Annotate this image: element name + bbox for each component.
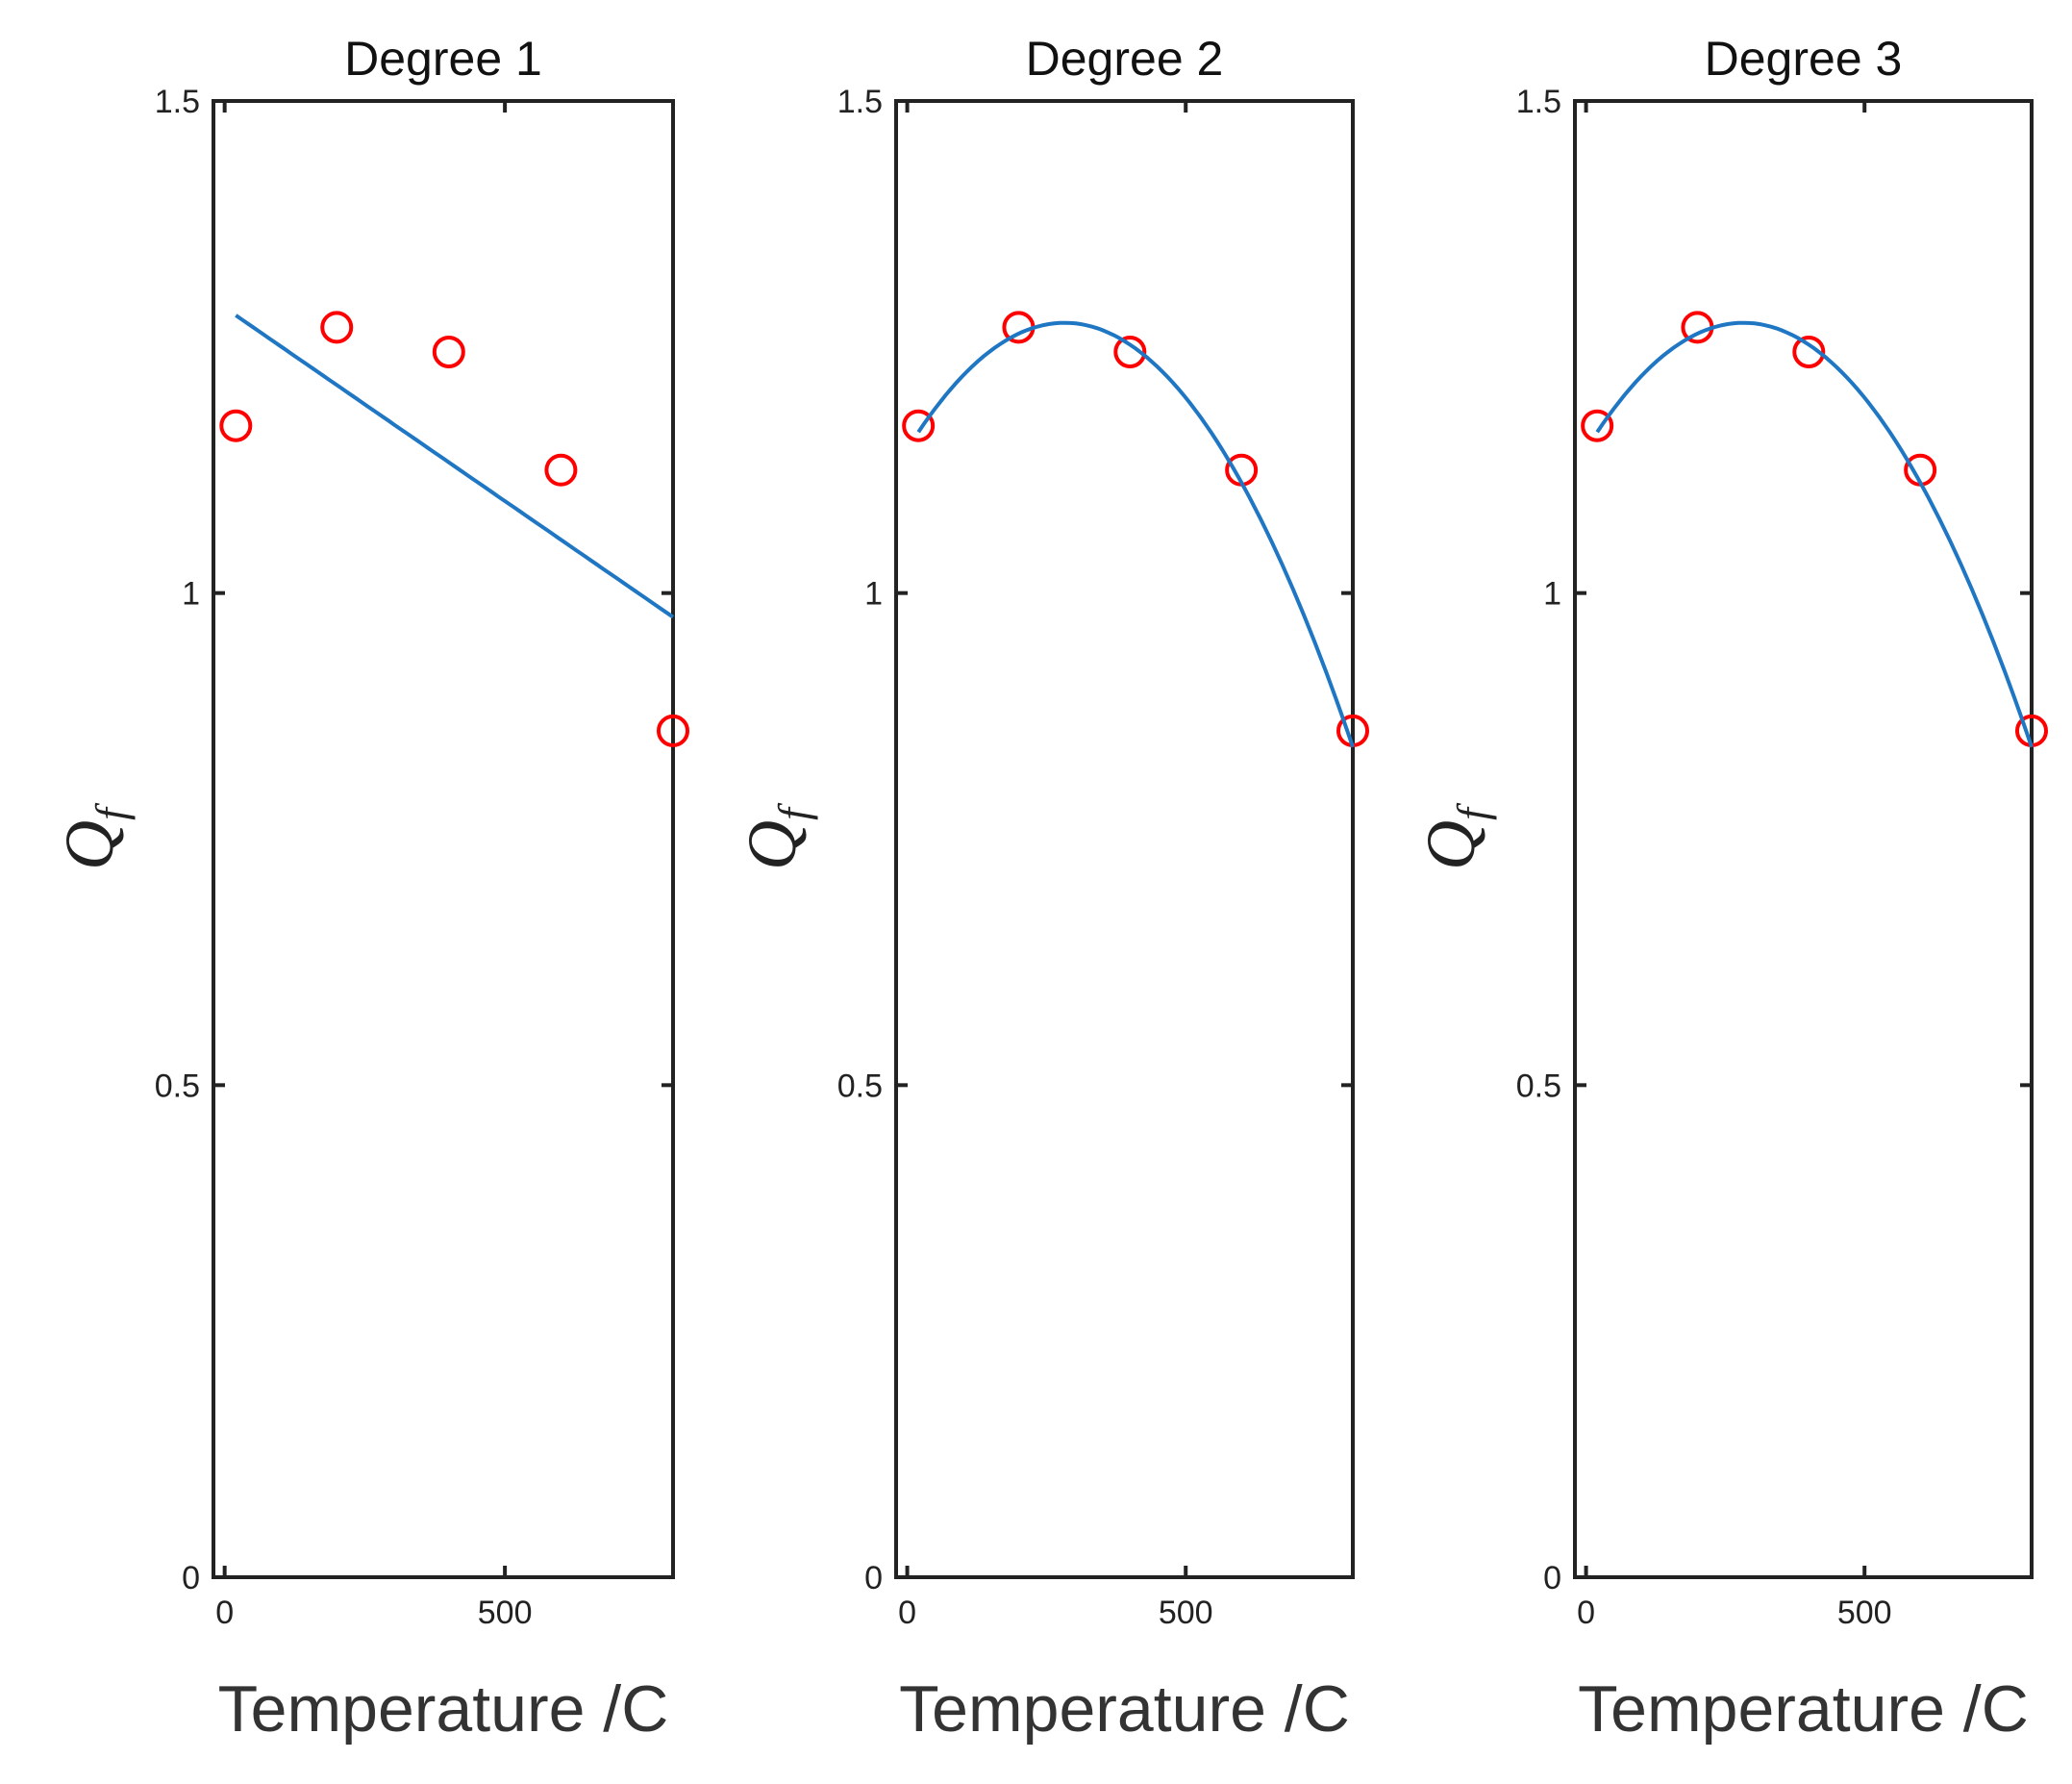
panel-2-data-point [902,409,936,442]
panel-2-xlabel: Temperature /C [899,1672,1350,1746]
panel-1-axes-box [212,99,675,1579]
panel-2: 0 0.5 1 1.5 0 500 Degree 2 Temperature /C Qf [734,32,1369,1746]
panel-3-ylabel-main: Q [1412,820,1489,870]
panel-3-xlabel: Temperature /C [1578,1672,2029,1746]
panel-2-ytick-label: 1 [864,576,883,613]
panel-1-ytick-label: 0.5 [155,1068,200,1104]
panel-2-ylabel: Qf [734,802,818,870]
panel-2-title: Degree 2 [1026,32,1224,86]
panel-1-xtick-label: 500 [478,1595,533,1631]
panel-1-data-point [544,453,578,487]
panel-2-axes-box [894,99,1355,1579]
panel-3-ytick-label: 0 [1543,1560,1561,1596]
panel-3-title: Degree 3 [1705,32,1903,86]
panel-2-ylabel-main: Q [734,820,811,870]
panel-2-ylabel-subscript: f [769,802,818,820]
panel-1-xlabel: Temperature /C [218,1672,669,1746]
panel-1-ylabel-subscript: f [87,802,136,820]
panel-1-title: Degree 1 [344,32,542,86]
panel-3-ytick-label: 1.5 [1516,84,1561,120]
panel-1-xtick-label: 0 [215,1595,234,1631]
panel-1: 0 0.5 1 1.5 0 500 Degree 1 Temperature /C Qf [51,32,689,1746]
panel-2-data-point [1113,335,1147,368]
panel-1-data-point [657,714,689,747]
panel-3-xtick-label: 0 [1577,1595,1595,1631]
panel-3-ytick-label: 1 [1543,576,1561,613]
panel-3-axes-box [1573,99,2034,1579]
panel-3-ytick-label: 0.5 [1516,1068,1561,1104]
panel-3: 0 0.5 1 1.5 0 500 Degree 3 Temperature /C Qf [1412,32,2048,1746]
panel-3-fit-line [1595,320,2034,748]
panel-1-ytick-label: 0 [182,1560,200,1596]
panel-1-ytick-label: 1.5 [155,84,200,120]
panel-2-fit-line [916,320,1355,748]
panel-1-ytick-label: 1 [182,576,200,613]
panel-1-data-point [219,409,253,442]
panel-3-data-point [1792,335,1826,368]
panel-2-xtick-label: 500 [1159,1595,1213,1631]
panel-3-ylabel-subscript: f [1448,802,1497,820]
panel-2-ytick-label: 1.5 [837,84,883,120]
panel-1-ylabel-main: Q [51,820,128,870]
panel-1-data-point [432,335,465,368]
panel-1-data-point [320,311,354,344]
panel-3-data-point [1581,409,1614,442]
panel-1-fit-line [235,314,675,619]
panel-2-ytick-label: 0 [864,1560,883,1596]
panel-1-ylabel: Qf [51,802,136,870]
panel-2-ytick-label: 0.5 [837,1068,883,1104]
panel-3-ylabel: Qf [1412,802,1497,870]
panel-3-xtick-label: 500 [1837,1595,1892,1631]
panel-2-xtick-label: 0 [898,1595,916,1631]
